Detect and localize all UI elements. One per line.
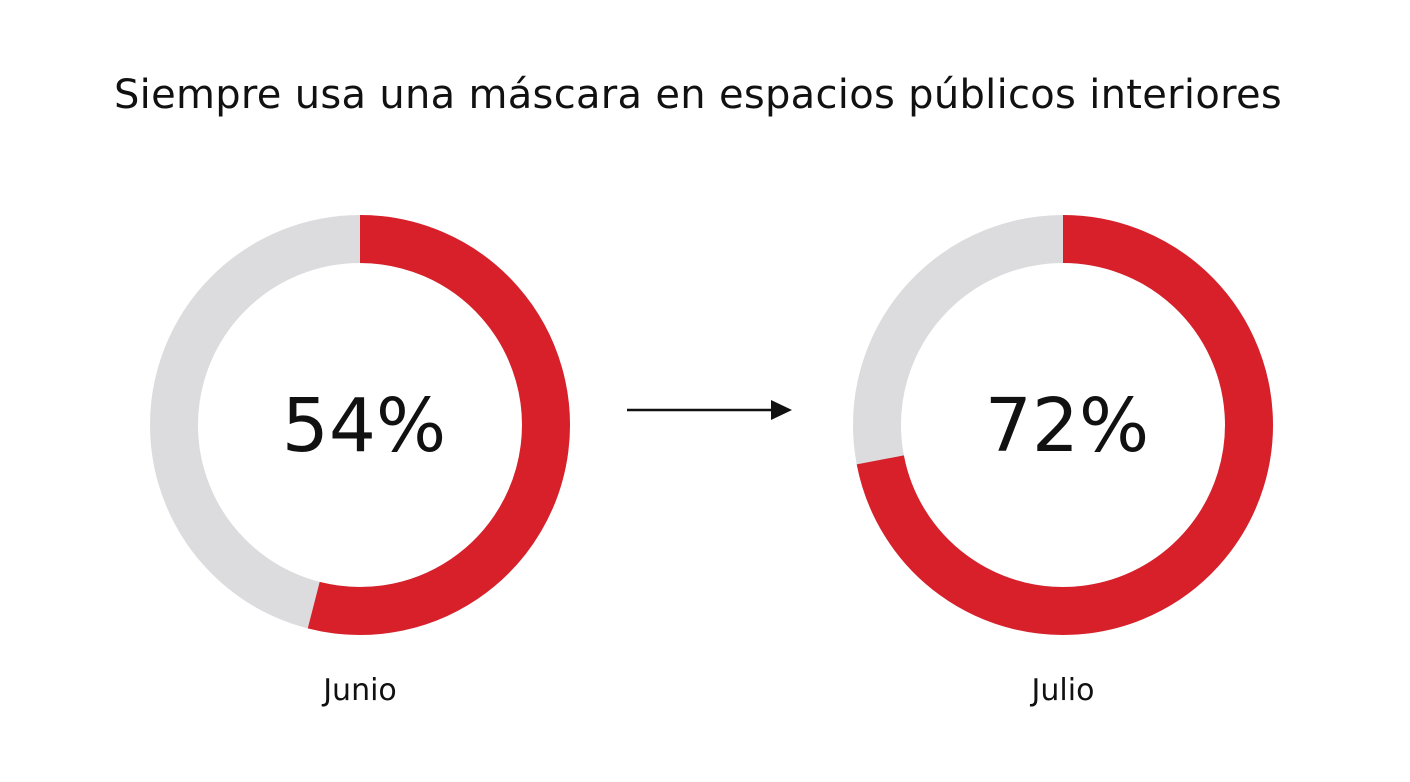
donut-julio: 72% Julio — [853, 215, 1273, 708]
donut-junio: 54% Junio — [150, 215, 570, 708]
percentage-label: 54% — [282, 383, 446, 469]
arrow-icon — [627, 400, 792, 420]
month-label: Junio — [321, 673, 397, 708]
chart-title: Siempre usa una máscara en espacios públ… — [113, 72, 1283, 118]
percentage-label: 72% — [985, 383, 1149, 469]
donut-value-arc — [307, 215, 570, 635]
donut-value-arc — [856, 215, 1273, 635]
month-label: Julio — [1030, 673, 1095, 708]
